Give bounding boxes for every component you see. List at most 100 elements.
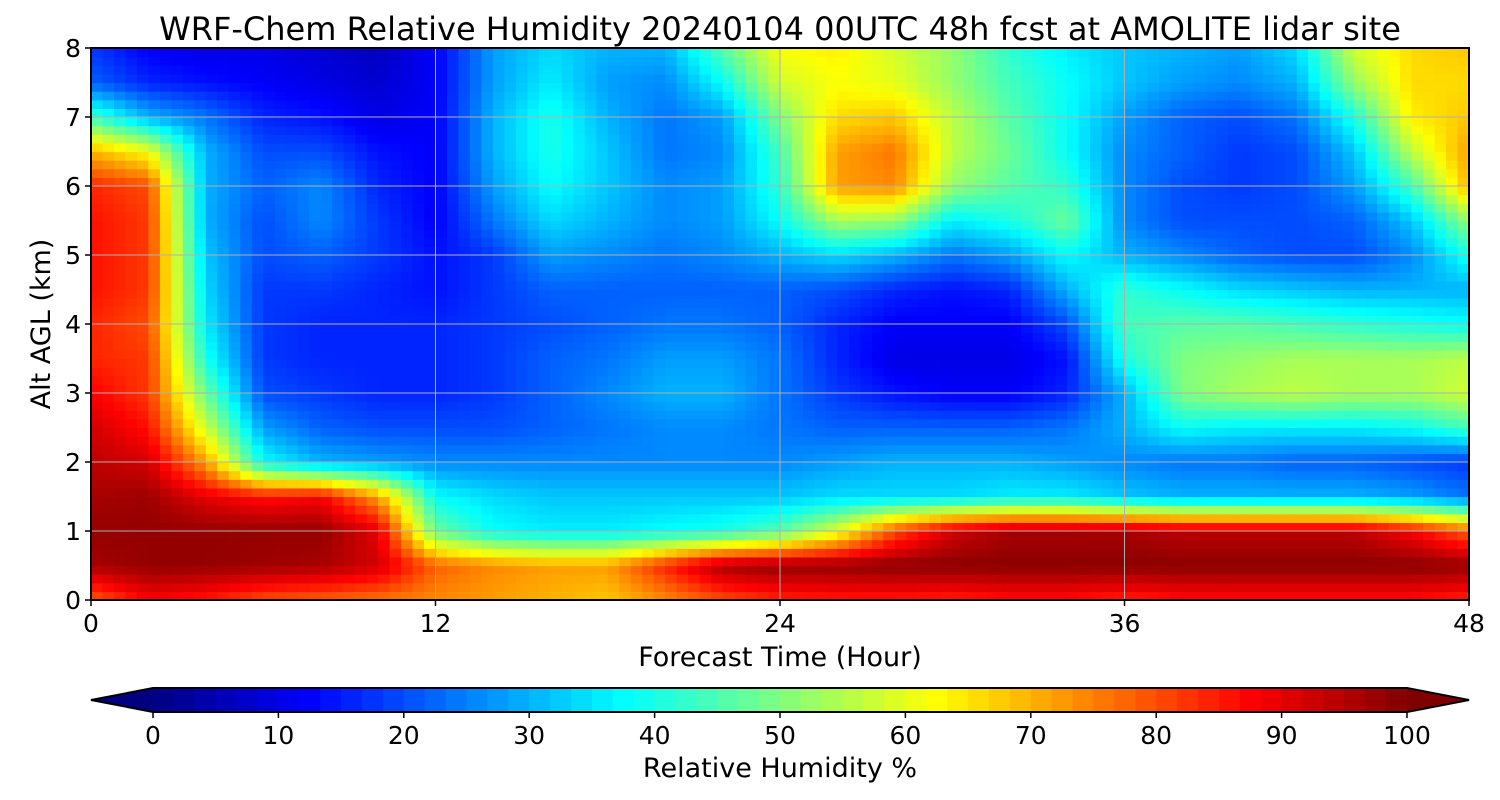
heatmap-cell	[228, 280, 241, 291]
heatmap-cell	[1147, 427, 1160, 437]
heatmap-cell	[102, 479, 115, 489]
heatmap-cell	[159, 384, 172, 394]
heatmap-cell	[1032, 246, 1045, 256]
heatmap-cell	[412, 272, 425, 282]
heatmap-cell	[1055, 393, 1068, 403]
heatmap-cell	[619, 548, 632, 558]
heatmap-cell	[676, 531, 689, 541]
heatmap-cell	[504, 324, 517, 334]
heatmap-cell	[297, 539, 310, 549]
heatmap-cell	[458, 341, 471, 351]
heatmap-cell	[159, 522, 172, 532]
heatmap-cell	[412, 255, 425, 265]
heatmap-cell	[1170, 531, 1183, 541]
heatmap-cell	[1434, 522, 1447, 532]
heatmap-cell	[1377, 298, 1390, 308]
heatmap-cell	[699, 513, 712, 523]
heatmap-cell	[378, 367, 391, 377]
heatmap-cell	[1285, 444, 1298, 454]
heatmap-cell	[446, 315, 460, 325]
heatmap-cell	[1377, 582, 1390, 592]
heatmap-cell	[975, 487, 988, 498]
heatmap-cell	[1009, 418, 1022, 429]
heatmap-cell	[136, 324, 150, 334]
heatmap-cell	[573, 427, 586, 437]
heatmap-cell	[1124, 548, 1137, 558]
heatmap-cell	[653, 349, 666, 360]
heatmap-cell	[642, 384, 655, 394]
heatmap-cell	[378, 298, 391, 308]
heatmap-cell	[1400, 384, 1413, 394]
heatmap-cell	[1032, 324, 1045, 334]
heatmap-cell	[642, 410, 655, 420]
heatmap-cell	[630, 479, 643, 489]
heatmap-cell	[240, 263, 253, 273]
heatmap-cell	[366, 306, 379, 316]
heatmap-cell	[561, 574, 574, 584]
heatmap-cell	[527, 358, 540, 368]
heatmap-cell	[1135, 418, 1149, 429]
heatmap-cell	[1285, 539, 1298, 549]
heatmap-cell	[940, 237, 953, 247]
heatmap-cell	[1434, 263, 1447, 273]
heatmap-cell	[1423, 505, 1436, 515]
heatmap-cell	[492, 410, 505, 420]
heatmap-cell	[1090, 522, 1103, 532]
heatmap-cell	[1457, 444, 1469, 454]
heatmap-cell	[205, 298, 218, 308]
heatmap-cell	[1090, 332, 1103, 342]
heatmap-cell	[894, 298, 907, 308]
heatmap-cell	[607, 401, 620, 411]
heatmap-cell	[584, 522, 597, 532]
heatmap-cell	[1204, 401, 1217, 411]
heatmap-cell	[240, 487, 253, 498]
heatmap-cell	[814, 436, 827, 446]
heatmap-cell	[1147, 513, 1160, 523]
heatmap-cell	[952, 531, 965, 541]
heatmap-cell	[1457, 574, 1469, 584]
heatmap-cell	[584, 556, 597, 567]
heatmap-cell	[297, 418, 310, 429]
heatmap-cell	[711, 298, 724, 308]
heatmap-cell	[688, 255, 701, 265]
heatmap-cell	[998, 505, 1011, 515]
heatmap-cell	[1158, 522, 1172, 532]
heatmap-cell	[1009, 436, 1022, 446]
heatmap-cell	[894, 401, 907, 411]
heatmap-cell	[929, 289, 942, 299]
heatmap-cell	[343, 487, 356, 498]
heatmap-cell	[665, 393, 678, 403]
heatmap-cell	[573, 582, 586, 592]
heatmap-cell	[848, 315, 861, 325]
heatmap-cell	[1250, 496, 1263, 506]
heatmap-cell	[1319, 427, 1332, 437]
heatmap-cell	[1423, 418, 1436, 429]
heatmap-cell	[630, 255, 643, 265]
heatmap-cell	[1044, 436, 1057, 446]
heatmap-cell	[205, 315, 218, 325]
heatmap-cell	[538, 427, 551, 437]
heatmap-cell	[182, 289, 195, 299]
heatmap-cell	[1308, 462, 1321, 472]
heatmap-cell	[1158, 410, 1172, 420]
heatmap-cell	[986, 513, 999, 523]
heatmap-cell	[1078, 479, 1091, 489]
heatmap-cell	[527, 574, 540, 584]
heatmap-cell	[1113, 349, 1126, 360]
heatmap-cell	[136, 263, 150, 273]
heatmap-cell	[366, 531, 379, 541]
heatmap-cell	[676, 393, 689, 403]
heatmap-cell	[194, 487, 207, 498]
heatmap-cell	[504, 237, 517, 247]
heatmap-cell	[1296, 505, 1309, 515]
heatmap-cell	[1423, 358, 1436, 368]
heatmap-cell	[125, 479, 138, 489]
heatmap-cell	[871, 548, 884, 558]
heatmap-cell	[378, 358, 391, 368]
heatmap-cell	[1319, 591, 1332, 600]
heatmap-cell	[228, 436, 241, 446]
heatmap-cell	[217, 306, 230, 316]
heatmap-cell	[1090, 384, 1103, 394]
heatmap-cell	[722, 565, 735, 575]
heatmap-cell	[228, 401, 241, 411]
